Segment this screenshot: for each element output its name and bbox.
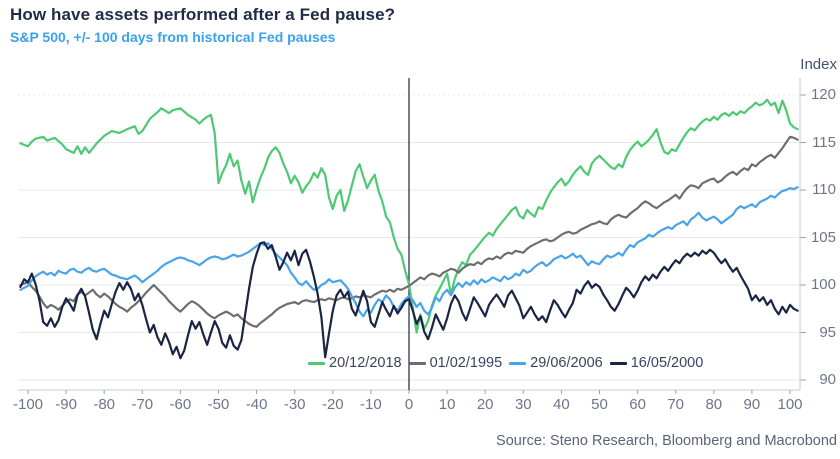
x-tick-label: -70	[131, 396, 154, 413]
legend-label: 20/12/2018	[329, 355, 402, 371]
legend-item-2018: 20/12/2018	[308, 355, 402, 371]
legend-swatch-navy	[609, 361, 627, 365]
legend-label: 01/02/1995	[429, 355, 503, 371]
legend-item-1995: 01/02/1995	[408, 355, 503, 371]
legend-swatch-gray	[408, 361, 426, 365]
x-tick-label: -40	[245, 396, 268, 413]
y-axis-unit-label: Index	[800, 56, 837, 73]
x-tick-label: -50	[207, 396, 230, 413]
page-title: How have assets performed after a Fed pa…	[10, 5, 396, 24]
x-tick-label: -60	[169, 396, 192, 413]
source-attribution: Source: Steno Research, Bloomberg and Ma…	[496, 433, 837, 449]
legend-item-2006: 29/06/2006	[509, 355, 603, 371]
x-axis-tick-labels: -100 -90 -80 -70 -60 -50 -40 -30 -20 -10 0 10 20 30 40…	[0, 396, 840, 416]
x-tick-label: 40	[553, 396, 570, 413]
x-tick-label: -30	[283, 396, 306, 413]
x-tick-label: 30	[514, 396, 532, 413]
x-tick-label: 90	[743, 396, 761, 413]
x-tick-label: -20	[321, 396, 344, 413]
x-tick-label: 20	[476, 396, 494, 413]
legend: 20/12/2018 01/02/1995 29/06/2006 16/05/2…	[308, 355, 703, 371]
x-tick-label: 100	[777, 396, 803, 413]
x-tick-label: -80	[93, 396, 116, 413]
x-tick-label: 70	[667, 396, 685, 413]
chart-subtitle: S&P 500, +/- 100 days from historical Fe…	[10, 29, 336, 45]
legend-label: 29/06/2006	[530, 355, 603, 371]
x-tick-label: 60	[629, 396, 646, 413]
series-line-01-02-1995	[19, 135, 799, 328]
series-line-29-06-2006	[19, 186, 799, 318]
x-tick-label: -100	[12, 396, 44, 413]
x-tick-label: 0	[404, 396, 414, 413]
x-tick-label: 10	[438, 396, 456, 413]
legend-item-2000: 16/05/2000	[609, 355, 704, 371]
legend-swatch-green	[308, 361, 325, 365]
series-line-16-05-2000	[19, 241, 799, 360]
x-tick-label: 50	[591, 396, 608, 413]
series-line-20-12-2018	[19, 98, 799, 334]
x-tick-label: 80	[705, 396, 723, 413]
legend-swatch-blue	[509, 361, 527, 365]
x-tick-label: -10	[360, 396, 382, 413]
x-tick-label: -90	[55, 396, 77, 413]
legend-label: 16/05/2000	[630, 355, 704, 371]
